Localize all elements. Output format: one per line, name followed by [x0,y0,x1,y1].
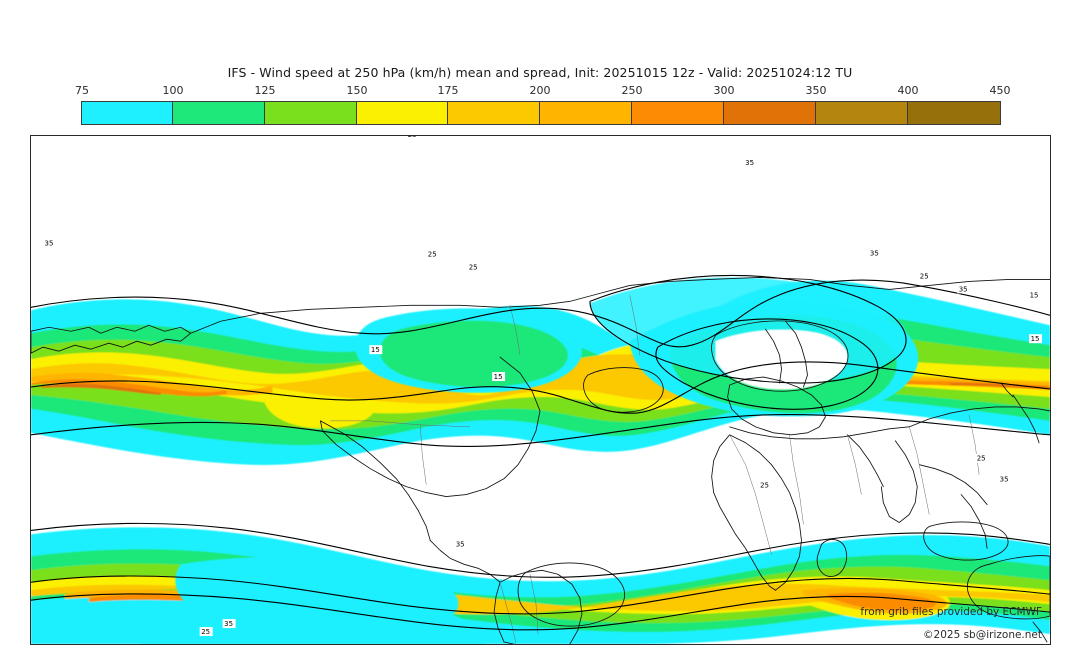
colorbar [81,101,1001,125]
colorbar-band-175-200 [448,102,540,124]
colorbar-tick-250: 250 [621,84,643,97]
colorbar-tick-300: 300 [713,84,735,97]
svg-text:35: 35 [959,285,968,293]
svg-text:35: 35 [1000,476,1009,484]
colorbar-band-250-300 [632,102,724,124]
colorbar-band-100-125 [173,102,265,124]
colorbar-band-400-450 [908,102,1000,124]
wind-fill-pacific-pool [355,308,582,393]
colorbar-tick-400: 400 [897,84,919,97]
colorbar-band-200-250 [540,102,632,124]
colorbar-tick-450: 450 [989,84,1011,97]
svg-text:25: 25 [469,263,478,271]
colorbar-tick-200: 200 [529,84,551,97]
map-frame: 35 25 25 15 35 35 25 35 15 25 25 15 15 2… [30,135,1051,645]
colorbar-tick-175: 175 [437,84,459,97]
colorbar-tick-labels: 75 100 125 150 175 200 250 300 350 400 450 [0,84,1080,100]
colorbar-band-75-100 [82,102,173,124]
colorbar-band-350-400 [816,102,908,124]
wind-fill-arctic [589,277,919,417]
svg-text:25: 25 [920,272,929,280]
colorbar-tick-100: 100 [162,84,184,97]
map-canvas: 35 25 25 15 35 35 25 35 15 25 25 15 15 2… [31,136,1050,644]
grib-credit: from grib files provided by ECMWF [860,606,1042,618]
colorbar-tick-125: 125 [254,84,276,97]
svg-text:35: 35 [870,250,879,258]
page-title: IFS - Wind speed at 250 hPa (km/h) mean … [227,65,853,80]
svg-text:35: 35 [456,540,465,548]
svg-text:15: 15 [494,373,503,381]
wind-fill-southern-pool [138,556,487,644]
svg-text:15: 15 [1030,291,1039,299]
svg-text:25: 25 [408,136,417,139]
copyright-credit: ©2025 sb@irizone.net [923,629,1042,641]
country-borders [330,295,980,644]
svg-text:35: 35 [745,159,754,167]
spread-contours [31,274,1050,631]
svg-text:35: 35 [45,240,54,248]
colorbar-band-125-150 [265,102,357,124]
svg-text:15: 15 [1031,335,1040,343]
colorbar-tick-75: 75 [75,84,89,97]
colorbar-band-300-350 [724,102,816,124]
coastlines [31,277,1050,644]
svg-text:25: 25 [201,628,210,636]
colorbar-band-150-175 [357,102,448,124]
svg-text:25: 25 [760,482,769,490]
svg-text:35: 35 [224,620,233,628]
svg-text:25: 25 [428,251,437,259]
colorbar-tick-150: 150 [346,84,368,97]
svg-text:15: 15 [371,346,380,354]
svg-text:25: 25 [977,455,986,463]
contour-labels: 35 25 25 15 35 35 25 35 15 25 25 15 15 2… [42,136,1043,636]
colorbar-tick-350: 350 [805,84,827,97]
